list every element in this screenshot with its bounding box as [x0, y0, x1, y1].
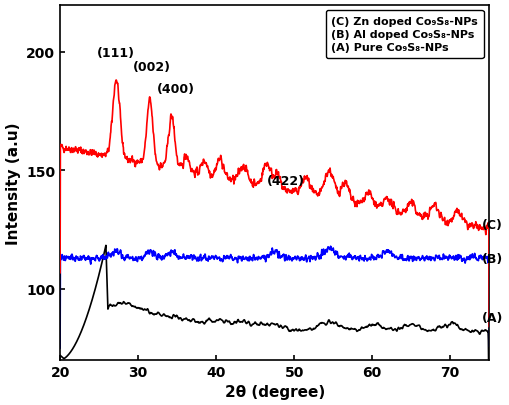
X-axis label: 2θ (degree): 2θ (degree) [224, 384, 325, 399]
Text: (B): (B) [482, 252, 503, 265]
Text: (C): (C) [482, 219, 502, 232]
Text: (422): (422) [267, 175, 305, 188]
Y-axis label: Intensity (a.u): Intensity (a.u) [6, 122, 20, 244]
Text: (002): (002) [133, 61, 171, 74]
Legend: (C) Zn doped Co₉S₈-NPs, (B) Al doped Co₉S₈-NPs, (A) Pure Co₉S₈-NPs: (C) Zn doped Co₉S₈-NPs, (B) Al doped Co₉… [326, 11, 484, 59]
Text: (111): (111) [97, 47, 135, 60]
Text: (400): (400) [157, 82, 194, 95]
Text: (A): (A) [482, 311, 503, 324]
